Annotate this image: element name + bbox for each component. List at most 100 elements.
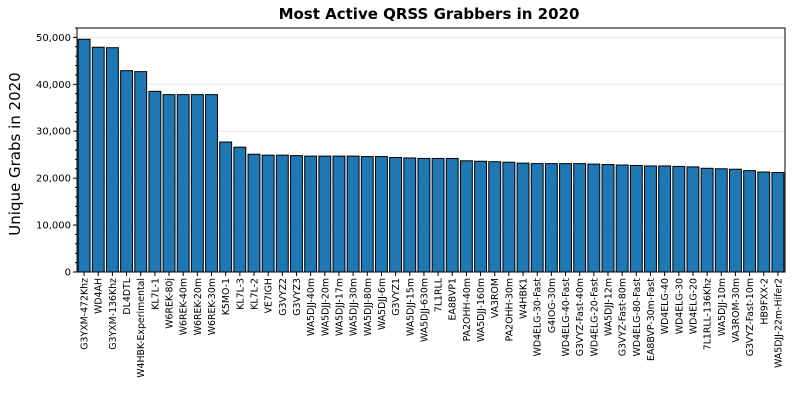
bar (573, 163, 587, 273)
bars (77, 38, 785, 273)
bar (91, 46, 105, 273)
x-tick-label: EA8BVP1 (448, 278, 459, 321)
x-tick-label: WD4ELG-40 (660, 278, 671, 334)
bar (629, 164, 643, 273)
x-tick-label: DL4DTL (122, 277, 133, 314)
bar (757, 171, 771, 273)
x-tick-label: KL7L-2 (250, 278, 261, 310)
x-tick-label: EA8BVP-30m-Fast (646, 278, 657, 361)
bar (544, 163, 558, 273)
y-tick-label: 20,000 (36, 174, 71, 185)
x-tick-label: WA5DJJ-6m (377, 278, 388, 330)
x-tick-label: WD4ELG-80-Fast (632, 278, 643, 357)
y-axis-label: Unique Grabs in 2020 (6, 72, 24, 235)
bar (360, 156, 374, 273)
y-tick-label: 30,000 (36, 127, 71, 138)
bar (247, 153, 261, 273)
y-tick-label: 10,000 (36, 221, 71, 232)
x-tick-label: WA5DJJ-30m (349, 278, 360, 336)
bar (134, 71, 148, 273)
bar (120, 70, 134, 273)
bar (445, 157, 459, 273)
x-tick-label: WA5DJJ-12m (604, 278, 615, 336)
bar (318, 155, 332, 273)
bar (743, 170, 757, 273)
bar (105, 47, 119, 273)
bar (190, 94, 204, 273)
bar (488, 161, 502, 273)
bar (644, 165, 657, 273)
x-tick-label: WA5DJJ-20m (320, 278, 331, 336)
bar (714, 168, 728, 273)
bar (615, 164, 629, 273)
bar (700, 167, 714, 273)
bar (148, 90, 162, 273)
x-tick-label: G3VYZ1 (391, 278, 402, 316)
bar (261, 154, 275, 273)
x-tick-label: WA5DJJ-17m (334, 278, 345, 336)
x-tick-label: WA5DJJ-40m (306, 278, 317, 336)
x-tick-label: WA5DJJ-22m-Hifer2 (773, 278, 784, 368)
bar (601, 164, 615, 273)
bar (304, 155, 318, 273)
x-tick-label: WA5DJJ-160m (476, 278, 487, 342)
x-tick-label: G3YXM-136Khz (108, 278, 119, 350)
chart-title: Most Active QRSS Grabbers in 2020 (279, 5, 580, 23)
x-tick-label: WD4AH (94, 278, 105, 314)
bar (431, 157, 445, 273)
bar (686, 166, 700, 273)
bar (459, 160, 473, 273)
bar (162, 94, 176, 273)
bar (658, 165, 672, 273)
x-tick-label: G3VYZ2 (278, 278, 289, 316)
x-tick-label: G3VYZ-Fast-40m (575, 278, 586, 356)
y-tick-labels: 0 10,000 20,000 30,000 40,000 50,000 (36, 33, 71, 279)
x-tick-label: WA5DJJ-10m (717, 278, 728, 336)
bar (389, 157, 403, 273)
bar (403, 157, 417, 273)
bar (530, 163, 544, 273)
bar (233, 146, 247, 273)
bar (332, 155, 346, 273)
x-tick-label: W4HBK-Experimental (136, 278, 147, 378)
bar (516, 162, 530, 273)
x-tick-label: VE7IGH (264, 278, 275, 313)
x-tick-label: WA5DJJ-630m (419, 278, 430, 342)
x-tick-labels: G3YXM-472Khz WD4AH G3YXM-136Khz DL4DTL W4HBK… (80, 277, 785, 378)
x-tick-label: G3VYZ-Fast-80m (618, 278, 629, 356)
x-tick-label: W4HBK1 (519, 278, 530, 319)
x-tick-label: WA5DJJ-80m (363, 278, 374, 336)
x-tick-label: W6REK-30m (207, 278, 218, 335)
x-tick-label: WA5DJJ-15m (405, 278, 416, 336)
bar (205, 94, 218, 273)
x-tick-label: VA3ROM-30m (731, 278, 742, 343)
bar (77, 38, 91, 273)
y-tick-label: 40,000 (36, 80, 71, 91)
y-tick-label: 0 (65, 268, 71, 279)
plot-frame (76, 27, 786, 273)
x-tick-label: WD4ELG-40-Fast (561, 278, 572, 357)
bar (728, 168, 742, 273)
x-tick-label: VA3ROM (490, 278, 501, 318)
bar (559, 163, 572, 273)
bar (672, 165, 686, 273)
bar (474, 160, 488, 273)
x-tick-label: W6REK-20m (193, 278, 204, 335)
x-tick-label: WD4ELG-20-Fast (589, 278, 600, 357)
x-tick-label: KL7L-1 (150, 278, 161, 310)
bar (346, 155, 360, 273)
x-tick-label: 7L1RLL-136Khz (703, 278, 714, 350)
x-tick-label: WD4ELG-20 (688, 278, 699, 334)
bar (290, 155, 303, 273)
bar (771, 172, 785, 273)
x-tick-label: HB9FXX-2 (759, 278, 770, 325)
x-tick-label: G3YXM-472Khz (80, 278, 91, 350)
x-tick-label: G3VYZ-Fast-10m (745, 278, 756, 356)
bar (219, 141, 233, 273)
x-tick-label: G4IOG-30m (547, 278, 558, 333)
x-tick-label: W6REK-40m (179, 278, 190, 335)
bar (417, 157, 431, 273)
x-tick-label: K5MO-1 (221, 278, 232, 315)
x-tick-label: PA2OHH-40m (462, 278, 473, 341)
